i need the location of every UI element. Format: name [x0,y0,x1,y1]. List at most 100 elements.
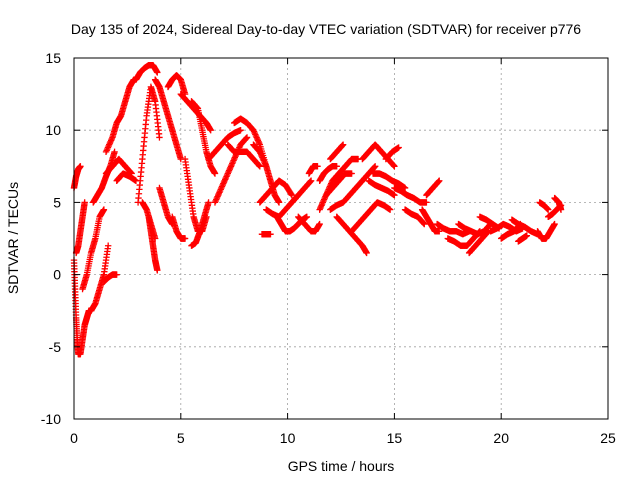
data-point [181,235,189,242]
data-track [305,163,321,177]
data-track [465,228,492,257]
x-tick-label: 15 [387,430,403,446]
data-track [151,76,184,163]
data-points [70,62,565,358]
data-point [275,199,283,206]
y-tick-label: 15 [45,50,61,66]
y-axis-title: SDTVAR / TECUs [5,182,21,294]
data-point [151,235,159,242]
data-point [207,127,214,134]
data-point [111,148,118,156]
data-point [339,141,347,148]
y-tick-label: 0 [53,267,61,283]
x-tick-label: 25 [600,430,616,446]
data-point [371,163,379,170]
data-point [333,163,340,170]
data-track [348,199,394,235]
data-point [436,228,443,235]
x-tick-label: 20 [493,430,509,446]
data-track [391,184,430,206]
data-point [314,163,321,170]
data-track [79,206,108,293]
data-track [87,242,112,314]
data-track [327,163,379,213]
data-track [316,155,362,213]
data-point [348,170,355,177]
data-track [134,83,163,206]
data-track [90,148,118,206]
data-point [104,242,112,249]
data-track [534,220,558,242]
data-point [395,144,402,151]
data-track [113,170,140,184]
data-track [169,213,189,242]
data-track [295,213,323,235]
data-point [307,177,315,184]
data-point [557,206,565,213]
plot-frame [73,57,609,420]
data-point [154,69,161,76]
data-point [391,163,398,170]
data-track [327,141,347,163]
data-track [263,191,302,221]
chart-title: Day 135 of 2024, Sidereal Day-to-day VTE… [71,21,581,37]
x-tick-label: 0 [70,430,78,446]
data-point [81,199,88,206]
data-point [205,199,212,206]
data-point [100,206,108,213]
data-point [544,206,552,213]
data-track [423,177,443,199]
data-point [237,127,244,134]
data-track [382,144,402,163]
data-track [256,177,296,206]
data-track [72,199,88,257]
data-point [211,170,219,177]
data-point [256,163,264,170]
y-tick-label: -10 [41,411,61,427]
data-point [391,191,398,199]
data-track [288,177,315,206]
data-track [102,155,135,177]
y-tick-label: 10 [45,122,61,138]
data-track [322,170,355,199]
data-point [436,177,443,184]
data-track [418,206,443,235]
data-point [288,191,296,199]
data-point [401,184,409,192]
data-track [224,141,264,170]
data-track [100,271,120,286]
data-track [316,163,340,184]
data-track [536,199,552,213]
data-track [164,72,189,98]
data-point [421,220,428,228]
data-track [132,62,161,83]
data-point [523,232,531,239]
data-track [177,90,214,134]
data-track [401,206,428,228]
data-point [316,220,323,228]
data-point [303,213,311,221]
x-tick-label: 5 [177,430,185,446]
data-point [551,220,558,228]
data-point [423,199,430,206]
data-track [258,230,274,238]
data-track [139,199,159,242]
data-track [205,127,244,163]
x-axis-title: GPS time / hours [288,458,395,474]
y-tick-label: 5 [53,194,61,210]
data-track [369,170,409,192]
data-track [102,76,138,156]
data-point [156,134,163,141]
y-tick-label: -5 [49,339,62,355]
data-track [515,232,531,245]
data-track [365,177,398,199]
data-track [433,220,473,238]
data-point [267,230,274,238]
data-track [250,141,283,206]
axis-ticks: 0 5 10 15 20 25 -10 -5 0 5 10 15 [41,50,616,446]
data-point [154,267,161,274]
data-point [77,163,84,170]
data-track [188,199,212,249]
